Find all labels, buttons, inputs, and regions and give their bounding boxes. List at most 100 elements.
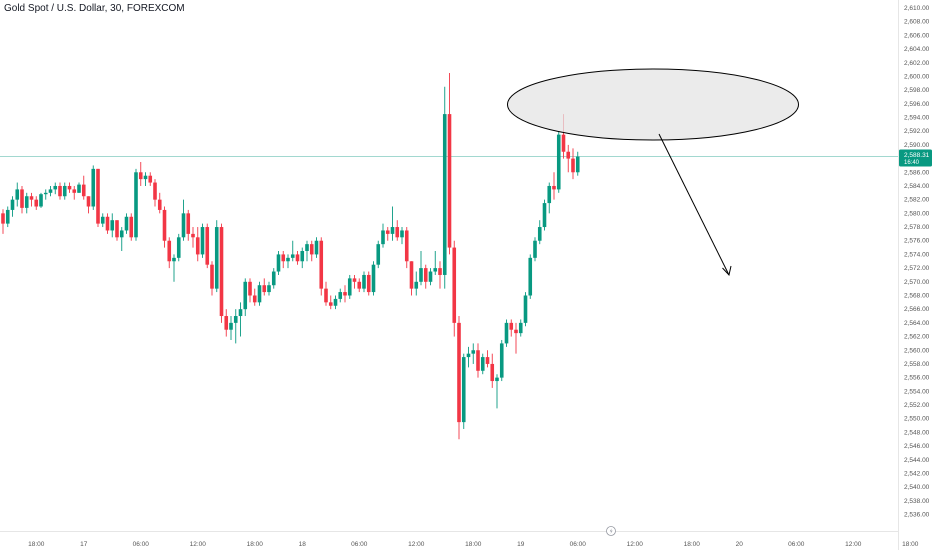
session-break-icon[interactable] [606, 526, 616, 536]
time-tick-label: 18:00 [28, 541, 45, 548]
candle-body [423, 268, 428, 282]
candle-body [452, 247, 457, 323]
price-axis[interactable]: 2,610.00 2,608.00 2,606.00 2,604.00 2,602.00… [904, 5, 930, 519]
candle-body [224, 316, 229, 330]
candle-body [24, 196, 29, 208]
time-tick-label: 19 [517, 541, 525, 548]
candle-body [400, 230, 404, 238]
candle-body [262, 285, 267, 293]
candle-body [414, 281, 419, 289]
candle-body [533, 240, 537, 258]
candle-body [229, 322, 233, 330]
time-tick-label: 12:00 [408, 541, 425, 548]
candle-body [195, 237, 200, 255]
candle-body [362, 274, 366, 289]
price-tick-label: 2,602.00 [904, 60, 930, 67]
price-tick-label: 2,598.00 [904, 87, 930, 94]
candle-body [347, 278, 352, 296]
price-tick-label: 2,594.00 [904, 115, 930, 122]
candle-body [404, 230, 409, 262]
candle-body [214, 227, 219, 289]
candle-body [286, 257, 290, 262]
candle-body [442, 114, 447, 275]
time-tick-label: 18:00 [465, 541, 482, 548]
candle-body [105, 216, 110, 231]
candle-body [552, 185, 556, 190]
candle-body [62, 185, 67, 197]
candle-body [167, 240, 172, 262]
candle-body [43, 192, 48, 195]
price-tick-label: 2,572.00 [904, 265, 930, 272]
price-tick-label: 2,568.00 [904, 292, 930, 299]
candle-body [39, 194, 43, 207]
candle-body [248, 281, 252, 296]
price-tick-label: 2,562.00 [904, 334, 930, 341]
candle-body [305, 244, 309, 251]
time-tick-label: 06:00 [570, 541, 587, 548]
price-badge-background [899, 149, 932, 167]
candle-body [338, 292, 343, 299]
candle-body [371, 264, 376, 293]
candle-body [542, 203, 547, 228]
candle-body [276, 254, 281, 272]
candle-body [385, 230, 390, 234]
candle-body [186, 213, 191, 234]
candle-body [366, 274, 371, 293]
candle-body [575, 156, 580, 173]
candle-body [257, 285, 262, 303]
price-tick-label: 2,536.00 [904, 512, 930, 519]
candles [1, 73, 580, 440]
candle-body [514, 329, 518, 334]
candle-body [476, 350, 480, 371]
lightning-icon [609, 528, 613, 534]
candle-body [20, 189, 24, 208]
candle-body [471, 350, 476, 354]
candle-body [390, 227, 395, 234]
candle-body [509, 322, 514, 330]
price-tick-label: 2,550.00 [904, 416, 930, 423]
price-tick-label: 2,584.00 [904, 183, 930, 190]
price-tick-label: 2,580.00 [904, 210, 930, 217]
chart-title: Gold Spot / U.S. Dollar, 30, FOREXCOM [4, 3, 185, 14]
drawings[interactable] [507, 68, 799, 277]
price-tick-label: 2,552.00 [904, 402, 930, 409]
candle-body [395, 227, 400, 238]
candle-body [252, 295, 257, 303]
price-tick-label: 2,538.00 [904, 498, 930, 505]
price-tick-label: 2,610.00 [904, 5, 930, 12]
candle-body [438, 268, 442, 275]
candle-body [96, 168, 100, 224]
candle-body [233, 316, 238, 323]
time-tick-label: 18:00 [247, 541, 264, 548]
price-tick-label: 2,556.00 [904, 375, 930, 382]
time-tick-label: 06:00 [788, 541, 805, 548]
candle-body [295, 254, 300, 262]
candle-body [324, 288, 328, 303]
candle-body [219, 227, 224, 317]
candle-body [352, 278, 357, 282]
candle-body [528, 257, 533, 296]
candle-body [1, 213, 5, 224]
candle-body [157, 199, 162, 210]
price-tick-label: 2,546.00 [904, 443, 930, 450]
candle-body [58, 185, 62, 197]
time-tick-label: 12:00 [190, 541, 207, 548]
projection-arrow-line [658, 133, 730, 276]
candle-body [172, 257, 176, 262]
candle-body [181, 213, 186, 238]
candle-body [267, 285, 271, 293]
candle-body [153, 182, 157, 200]
candle-body [566, 151, 571, 159]
time-tick-label: 12:00 [627, 541, 644, 548]
price-tick-label: 2,542.00 [904, 470, 930, 477]
price-tick-label: 2,608.00 [904, 19, 930, 26]
candle-body [124, 216, 129, 231]
price-tick-label: 2,564.00 [904, 320, 930, 327]
price-tick-label: 2,566.00 [904, 306, 930, 313]
time-axis[interactable]: 18:00 17 06:00 12:00 18:00 18 06:00 12:00 18:00 1… [28, 541, 919, 548]
candle-body [290, 254, 295, 258]
candle-body [138, 172, 143, 180]
candle-body [129, 216, 134, 238]
